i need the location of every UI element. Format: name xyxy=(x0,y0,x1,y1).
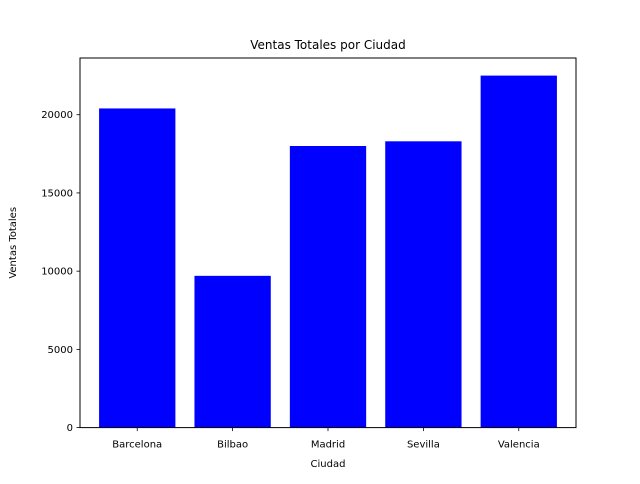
x-tick-label: Madrid xyxy=(311,440,345,451)
y-tick-label: 5000 xyxy=(48,345,73,356)
bar-valencia xyxy=(480,75,557,428)
x-tick-label: Valencia xyxy=(498,440,540,451)
x-axis-label: Ciudad xyxy=(311,459,346,470)
y-axis-label: Ventas Totales xyxy=(8,207,19,279)
chart-title: Ventas Totales por Ciudad xyxy=(250,38,405,52)
bar-barcelona xyxy=(99,108,176,428)
y-tick-label: 10000 xyxy=(41,267,73,278)
x-tick-label: Bilbao xyxy=(217,440,248,451)
bar-sevilla xyxy=(385,141,462,428)
x-axis-ticks: Barcelona Bilbao Madrid Sevilla Valencia xyxy=(112,427,540,451)
bar-bilbao xyxy=(194,275,271,428)
bar-madrid xyxy=(289,146,367,428)
x-tick-label: Sevilla xyxy=(407,440,440,451)
y-axis-ticks: 0 5000 10000 15000 20000 xyxy=(41,110,80,434)
bars-layer xyxy=(99,75,557,428)
plot-frame xyxy=(79,57,577,429)
y-tick-label: 15000 xyxy=(41,188,73,199)
y-tick-label: 20000 xyxy=(41,110,73,121)
y-tick-label: 0 xyxy=(67,423,73,434)
x-tick-label: Barcelona xyxy=(112,440,162,451)
